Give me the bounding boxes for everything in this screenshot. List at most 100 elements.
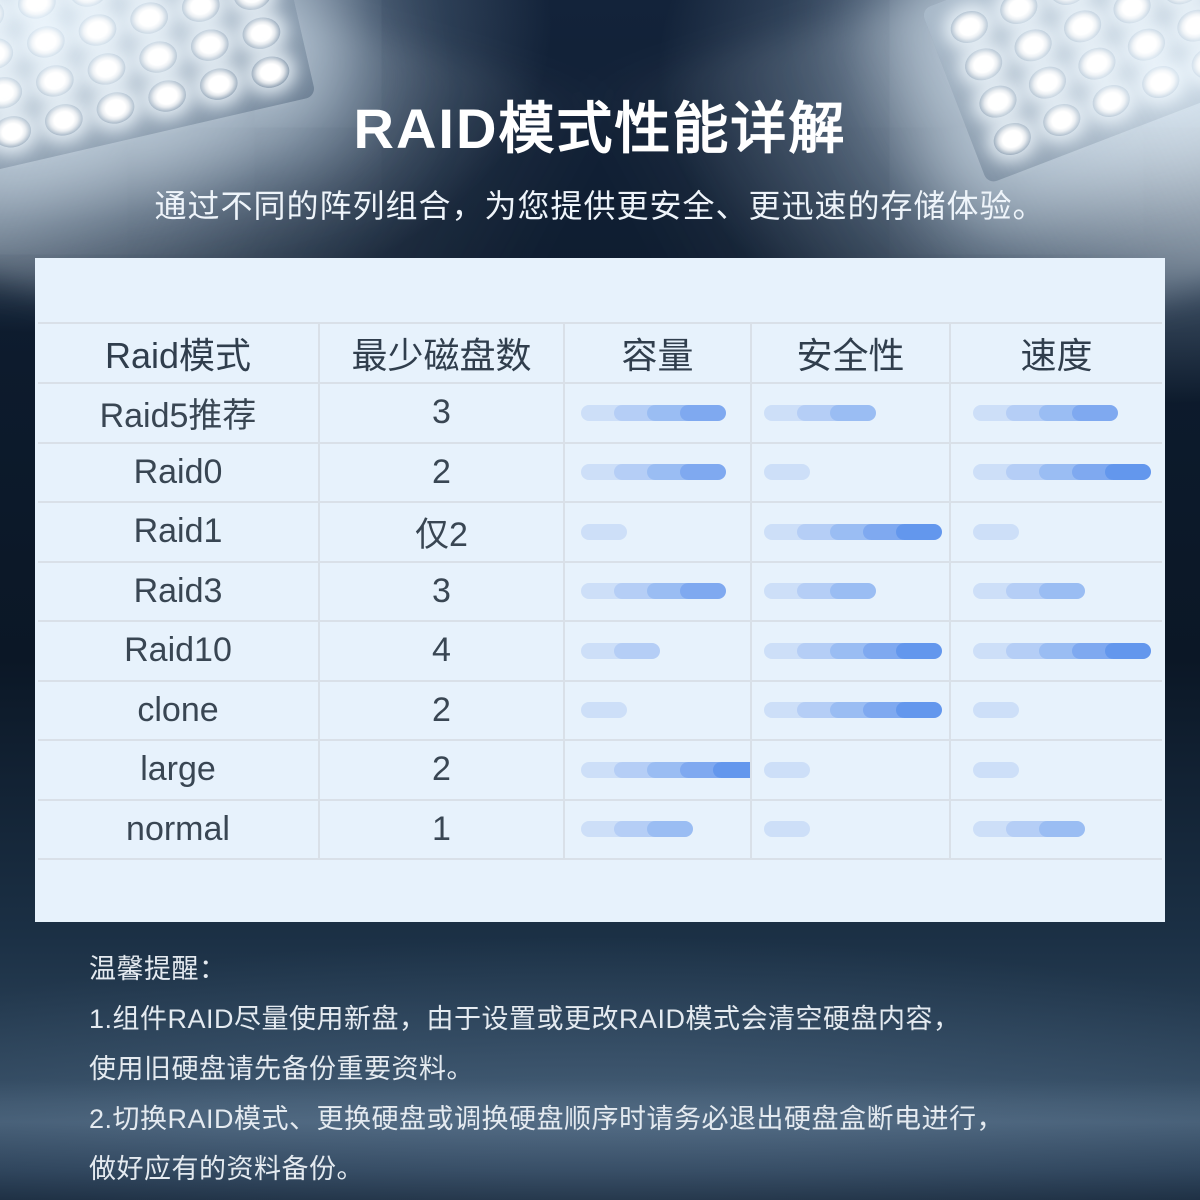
note-line: 做好应有的资料备份。: [89, 1154, 364, 1184]
rating-segment: [713, 761, 750, 778]
raid-mode-cell: Raid0: [133, 452, 223, 491]
safety-rating-cell: [750, 384, 949, 442]
light-bulb: [84, 49, 129, 89]
min-disks-cell: 3: [318, 384, 563, 442]
rating-segment: [973, 523, 1019, 540]
note-line: 使用旧硬盘请先备份重要资料。: [89, 1054, 474, 1084]
safety-rating-cell: [750, 800, 949, 858]
capacity-rating-bar: [581, 523, 627, 540]
notes-block: 温馨提醒： 1.组件RAID尽量使用新盘，由于设置或更改RAID模式会清空硬盘内…: [89, 944, 1149, 1194]
light-bulb: [23, 22, 68, 62]
light-bulb: [1108, 0, 1156, 29]
capacity-rating-cell: [563, 443, 750, 501]
capacity-rating-bar: [581, 761, 750, 778]
safety-rating-bar: [764, 821, 810, 838]
page-title: RAID模式性能详解: [353, 97, 847, 160]
speed-rating-bar: [973, 583, 1085, 600]
light-bulb: [995, 0, 1043, 30]
table-row: Raid1 仅2: [38, 503, 1162, 563]
safety-rating-cell: [750, 622, 949, 680]
rating-segment: [647, 821, 693, 838]
light-bulb: [239, 13, 284, 53]
light-bulb: [1186, 41, 1200, 85]
speed-rating-bar: [973, 404, 1118, 421]
speed-rating-cell: [949, 443, 1162, 501]
capacity-rating-bar: [581, 702, 627, 719]
capacity-rating-cell: [563, 800, 750, 858]
capacity-rating-cell: [563, 741, 750, 799]
rating-segment: [581, 702, 627, 719]
rating-segment: [973, 702, 1019, 719]
table-row: clone 2: [38, 681, 1162, 741]
capacity-rating-bar: [581, 404, 726, 421]
light-bulb: [136, 37, 181, 77]
speed-rating-cell: [949, 384, 1162, 442]
light-bulb: [1073, 42, 1121, 85]
rating-segment: [1039, 583, 1085, 600]
raid-table-panel: Raid模式 最少磁盘数 容量 安全性 速度 Raid5推荐 3 Raid0 2 Rai…: [35, 258, 1165, 922]
capacity-rating-bar: [581, 821, 693, 838]
speed-rating-cell: [949, 741, 1162, 799]
safety-rating-bar: [764, 702, 942, 719]
raid-mode-cell: large: [140, 750, 216, 789]
light-bulb: [960, 43, 1007, 86]
capacity-rating-bar: [581, 583, 726, 600]
table-row: normal 1: [38, 800, 1162, 860]
light-bulb: [0, 34, 17, 74]
table-body: Raid5推荐 3 Raid0 2 Raid1 仅2 Raid3 3 Raid10 4 clone 2…: [38, 384, 1162, 860]
rating-segment: [764, 821, 810, 838]
note-line: 2.切换RAID模式、更换硬盘或调换硬盘顺序时请务必退出硬盘盒断电进行，: [89, 1104, 1005, 1134]
light-bulb: [230, 0, 275, 14]
min-disks-cell: 2: [318, 443, 563, 501]
raid-mode-cell: Raid1: [133, 512, 223, 551]
raid-mode-cell: Raid3: [133, 571, 223, 610]
capacity-rating-cell: [563, 681, 750, 739]
light-bulb: [1123, 23, 1170, 66]
column-header-speed: 速度: [949, 324, 1162, 382]
rating-segment: [830, 583, 876, 600]
speed-rating-cell: [949, 622, 1162, 680]
capacity-rating-bar: [581, 464, 726, 481]
column-header-min-disks: 最少磁盘数: [318, 324, 563, 382]
light-bulb: [14, 0, 59, 23]
rating-segment: [896, 523, 942, 540]
light-bulb: [1059, 5, 1106, 48]
raid-mode-cell: normal: [126, 809, 230, 848]
rating-segment: [764, 761, 810, 778]
speed-rating-bar: [973, 702, 1019, 719]
page-subtitle: 通过不同的阵列组合，为您提供更安全、更迅速的存储体验。: [154, 188, 1046, 224]
speed-rating-bar: [973, 761, 1019, 778]
table-row: Raid0 2: [38, 443, 1162, 503]
capacity-rating-cell: [563, 384, 750, 442]
capacity-rating-cell: [563, 562, 750, 620]
rating-segment: [973, 761, 1019, 778]
note-line: 1.组件RAID尽量使用新盘，由于设置或更改RAID模式会清空硬盘内容，: [89, 1004, 961, 1034]
light-bulb: [0, 0, 8, 35]
rating-segment: [581, 523, 627, 540]
capacity-rating-bar: [581, 642, 660, 659]
light-bulb: [75, 10, 120, 50]
min-disks-cell: 2: [318, 741, 563, 799]
rating-segment: [680, 464, 726, 481]
light-bulb: [946, 5, 993, 49]
speed-rating-cell: [949, 681, 1162, 739]
rating-segment: [1039, 821, 1085, 838]
rating-segment: [680, 583, 726, 600]
safety-rating-cell: [750, 681, 949, 739]
notes-heading: 温馨提醒：: [89, 954, 227, 984]
rating-segment: [896, 642, 942, 659]
column-header-capacity: 容量: [563, 324, 750, 382]
speed-rating-bar: [973, 464, 1151, 481]
safety-rating-cell: [750, 503, 949, 561]
rating-segment: [680, 404, 726, 421]
raid-mode-cell: clone: [137, 690, 219, 729]
safety-rating-cell: [750, 562, 949, 620]
speed-rating-cell: [949, 562, 1162, 620]
rating-segment: [1072, 404, 1118, 421]
min-disks-cell: 3: [318, 562, 563, 620]
min-disks-cell: 仅2: [318, 503, 563, 561]
table-row: Raid5推荐 3: [38, 384, 1162, 444]
speed-rating-cell: [949, 503, 1162, 561]
table-row: Raid3 3: [38, 562, 1162, 622]
safety-rating-bar: [764, 583, 876, 600]
